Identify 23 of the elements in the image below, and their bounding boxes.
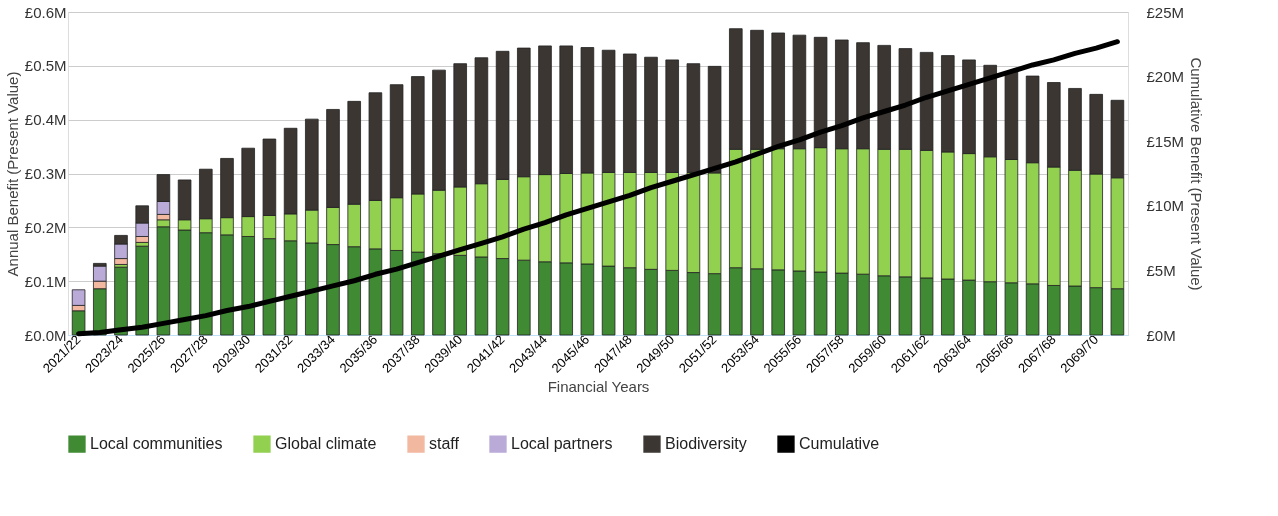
y-tick-label: £0.3M (24, 165, 67, 182)
bar (135, 245, 149, 336)
y2-tick-label: £20M (1146, 68, 1185, 86)
y2-tick-label: £15M (1146, 132, 1185, 150)
y2-axis-title: Cumulative Benefit (Present Value) (1188, 57, 1206, 291)
legend-label: Global climate (275, 435, 377, 453)
y-axis-title: Annual Benefit (Present Value) (3, 71, 21, 277)
y2-tick-label: £25M (1146, 3, 1185, 21)
y-tick-label: £0.4M (24, 111, 67, 129)
legend-label: Biodiversity (665, 435, 747, 453)
y2-tick-label: £0M (1146, 326, 1176, 344)
y-tick-label: £0.2M (24, 218, 67, 236)
bar (114, 266, 128, 336)
y-tick-label: £0.1M (24, 272, 67, 290)
legend-label: staff (429, 435, 460, 453)
y2-tick-label: £5M (1146, 261, 1176, 279)
y2-tick-label: £10M (1146, 197, 1185, 215)
legend-label: Local partners (511, 435, 613, 453)
legend-label: Cumulative (799, 435, 880, 453)
y-tick-label: £0.5M (24, 57, 67, 75)
x-axis-title: Financial Years (547, 377, 650, 395)
y-tick-label: £0.6M (24, 3, 67, 21)
legend-label: Local communities (90, 435, 223, 453)
